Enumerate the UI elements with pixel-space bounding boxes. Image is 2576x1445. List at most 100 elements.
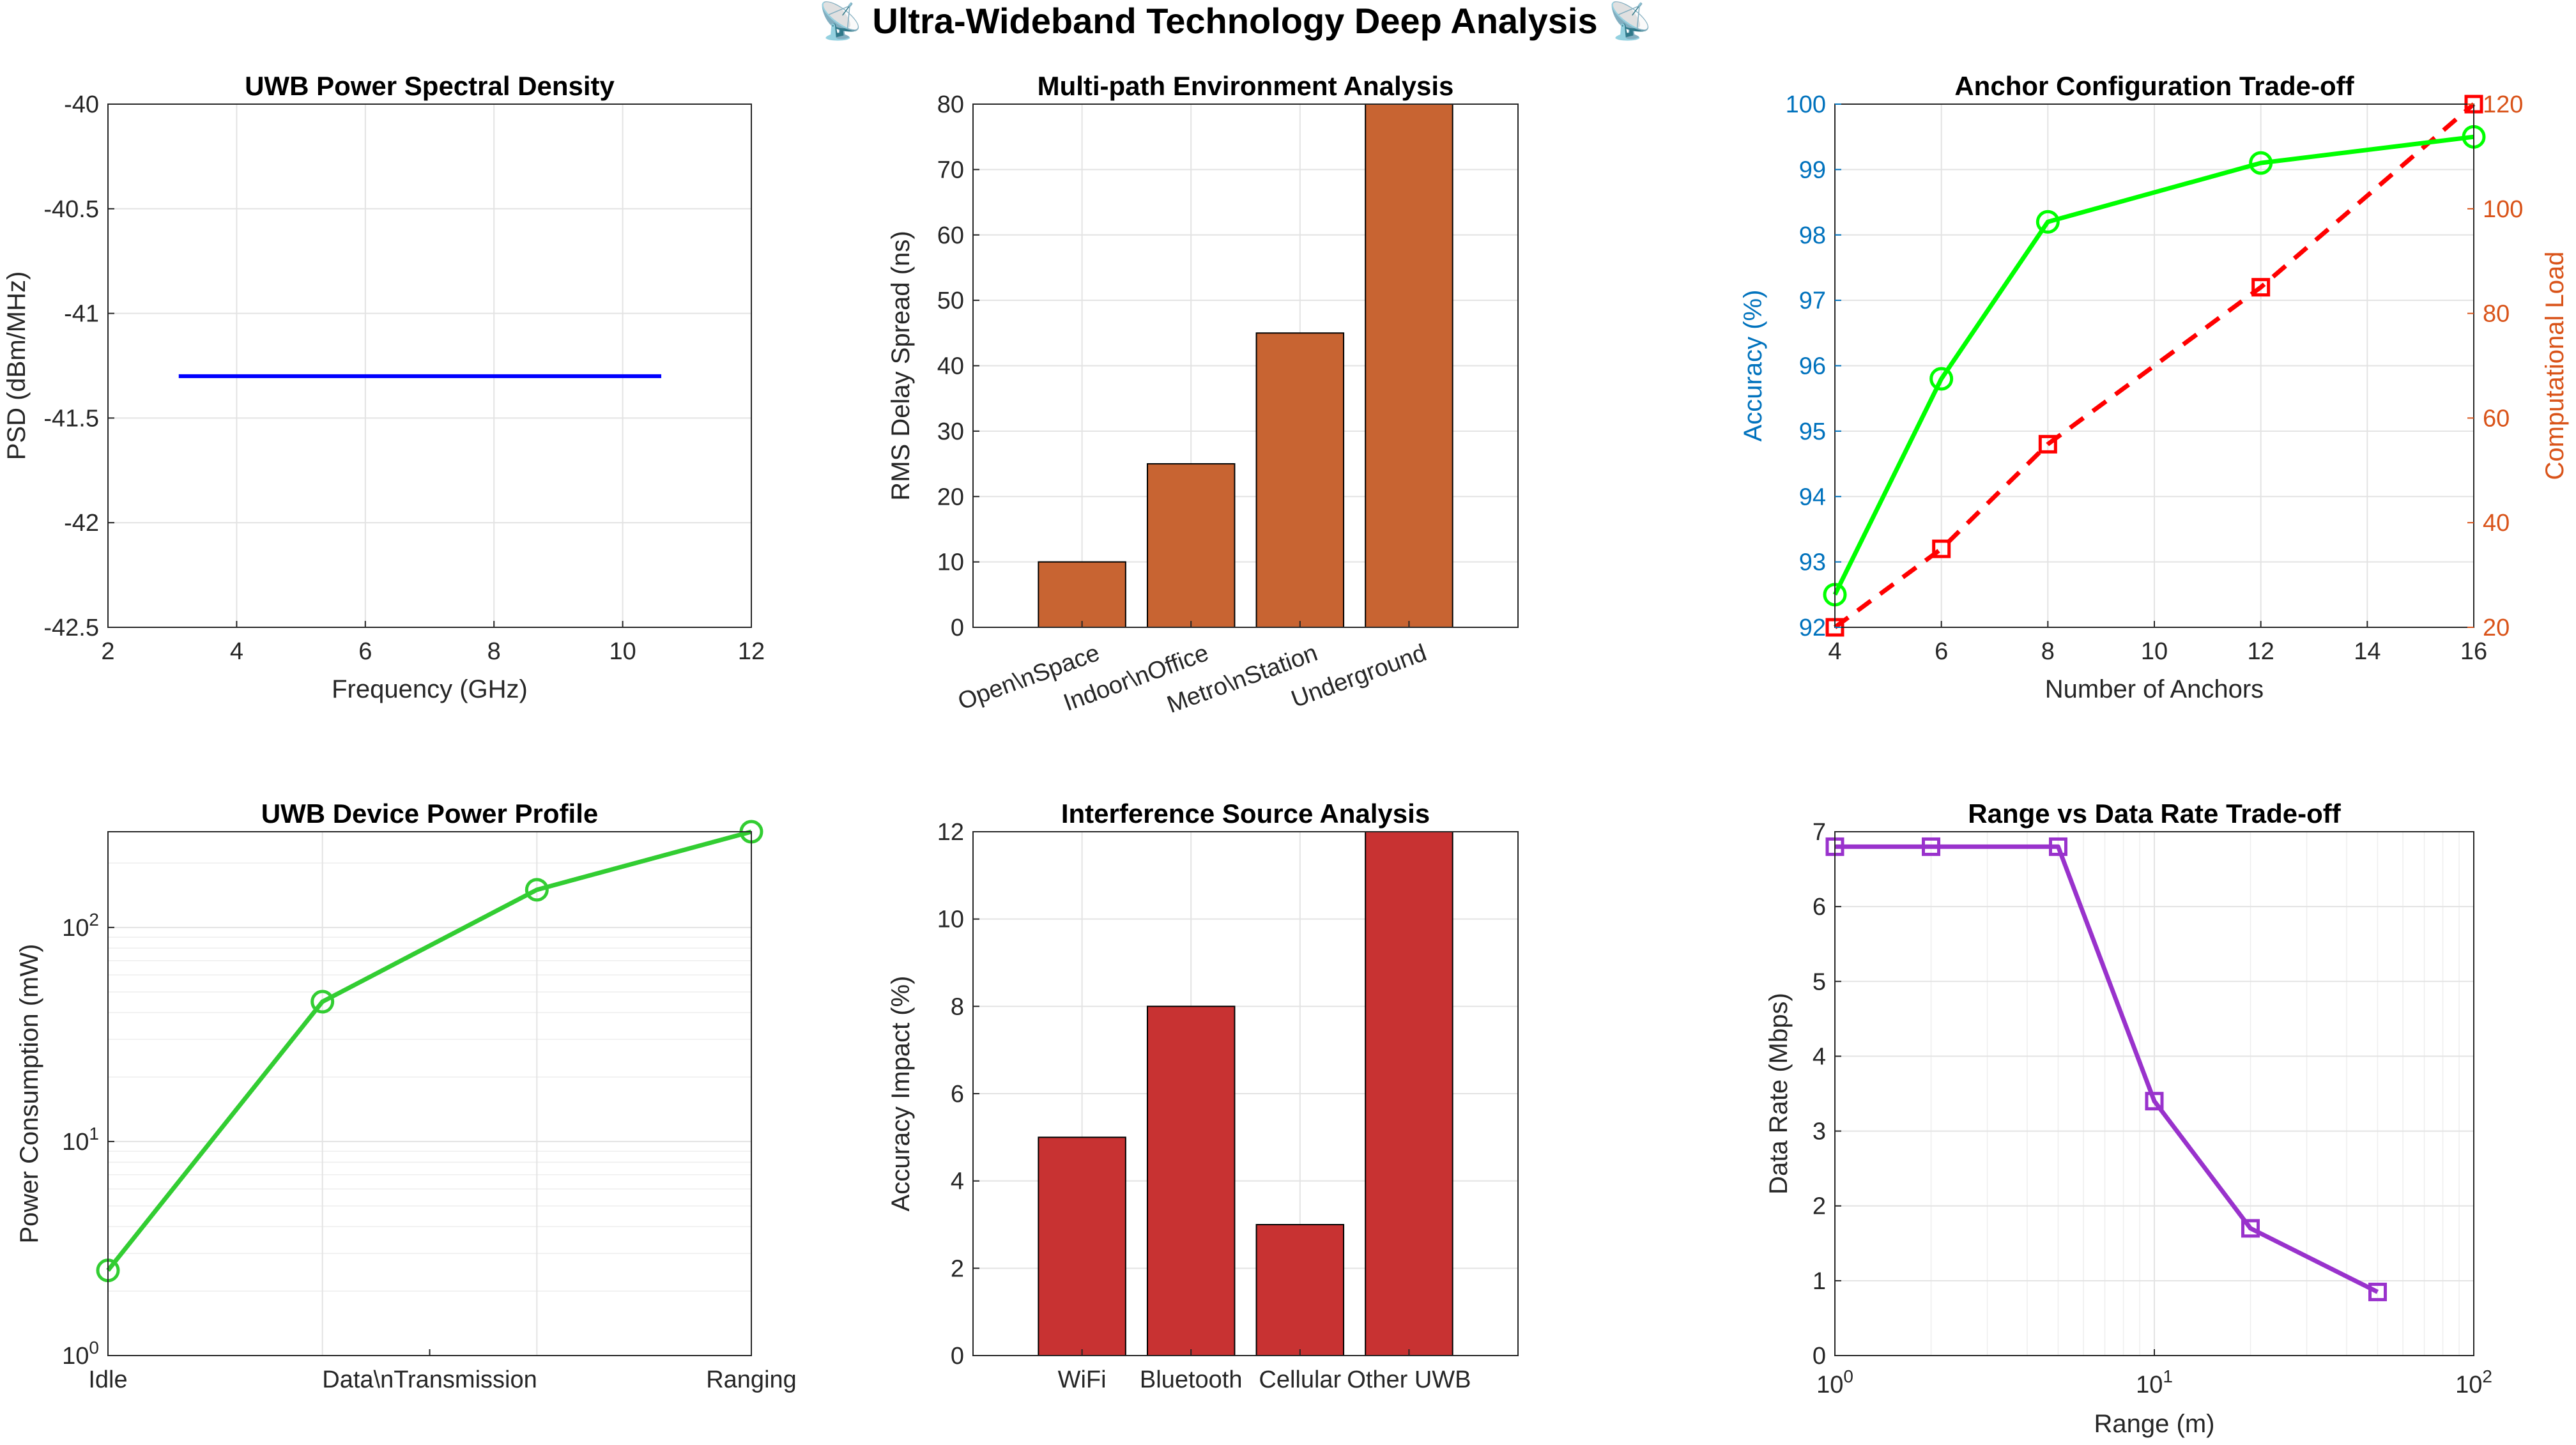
data-point-square <box>2368 1282 2387 1301</box>
y-tick-label: 0 <box>1813 1343 1826 1370</box>
data-point-square <box>2145 1092 2164 1111</box>
chart-title: Multi-path Environment Analysis <box>1038 71 1454 101</box>
power-line <box>106 829 752 1272</box>
data-point-square <box>1932 539 1951 558</box>
y-tick-label: 20 <box>2483 615 2510 641</box>
data-point-square <box>2241 1219 2260 1238</box>
y-tick-label: 100 <box>2483 196 2523 223</box>
chart-title: Anchor Configuration Trade-off <box>1954 71 2354 101</box>
bar <box>1365 831 1453 1356</box>
bar <box>1146 463 1236 628</box>
y-tick-label: 96 <box>1799 353 1826 380</box>
y-tick-label: 10 <box>937 906 964 933</box>
x-tick-label: 12 <box>738 638 765 665</box>
y-tick-label: -42 <box>64 510 99 537</box>
y-tick-label: 6 <box>951 1081 964 1108</box>
y-tick-label: 4 <box>1813 1043 1826 1070</box>
tick-label-power: 101 <box>2136 1366 2173 1398</box>
figure-title: 📡 Ultra-Wideband Technology Deep Analysi… <box>818 0 1652 42</box>
y-tick-label: 2 <box>951 1255 964 1282</box>
x-tick-label: 2 <box>101 638 114 665</box>
chart-multipath: 01020304050607080Open\nSpaceIndoor\nOffi… <box>887 71 1519 719</box>
data-point-square <box>2251 278 2271 297</box>
x-axis-label: Number of Anchors <box>2045 675 2264 703</box>
y-tick-label: 97 <box>1799 287 1826 314</box>
x-tick-label: 14 <box>2354 638 2380 665</box>
data-point-square <box>2038 434 2057 454</box>
tick-label-power: 102 <box>62 910 99 942</box>
y-tick-label: 30 <box>937 418 964 445</box>
chart-interference: 0 2 4 6 8 10 12 WiFi Bluetooth Cellular Other UWB I… <box>887 799 1519 1393</box>
y-tick-label: 70 <box>937 157 964 183</box>
x-tick-label: Ranging <box>706 1366 797 1393</box>
y-tick-label: 80 <box>2483 301 2510 328</box>
y-tick-label: 95 <box>1799 418 1826 445</box>
y-tick-label: 2 <box>1813 1193 1826 1220</box>
data-point-circle <box>1929 367 1954 391</box>
tick-label-power: 102 <box>2455 1366 2492 1398</box>
data-point-circle <box>2035 210 2060 234</box>
computational-load-line <box>1833 102 2476 629</box>
y-axis-label: RMS Delay Spread (ns) <box>887 231 915 500</box>
axes-frame <box>107 831 752 1356</box>
chart-title: Interference Source Analysis <box>1061 799 1430 829</box>
x-tick-label: 10 <box>609 638 636 665</box>
y-tick-label: 0 <box>951 1343 964 1370</box>
y-tick-label: 94 <box>1799 484 1826 510</box>
bar <box>1038 1136 1126 1357</box>
tick-label-power: 101 <box>62 1124 99 1156</box>
y-tick-label: 5 <box>1813 968 1826 995</box>
y-axis-label: Computational Load <box>2541 251 2569 480</box>
y-tick-label: 12 <box>937 819 964 846</box>
x-tick-label: 6 <box>1935 638 1948 665</box>
y-tick-label: 60 <box>937 222 964 249</box>
bar <box>1365 103 1453 628</box>
y-tick-label: 98 <box>1799 222 1826 249</box>
x-tick-label: 8 <box>2041 638 2055 665</box>
chart-title: UWB Power Spectral Density <box>245 71 615 101</box>
x-tick-label: 10 <box>2141 638 2168 665</box>
data-point-circle <box>525 878 549 902</box>
y-axis-label: Accuracy (%) <box>1739 290 1767 442</box>
y-axis-label: Power Consumption (mW) <box>15 944 43 1243</box>
x-tick-label: Cellular <box>1259 1366 1341 1393</box>
bar <box>1255 332 1345 628</box>
y-tick-label: -41 <box>64 301 99 328</box>
y-tick-label: 8 <box>951 993 964 1020</box>
y-tick-label: -40.5 <box>43 196 99 223</box>
y-tick-label: 7 <box>1813 819 1826 846</box>
bar <box>1038 561 1126 628</box>
x-tick-label: 16 <box>2460 638 2487 665</box>
x-tick-label: 8 <box>487 638 501 665</box>
y-tick-label: 4 <box>951 1168 964 1195</box>
x-tick-label: WiFi <box>1058 1366 1107 1393</box>
x-axis-label: Range (m) <box>2094 1410 2215 1438</box>
x-tick-label: Other UWB <box>1347 1366 1471 1393</box>
y-tick-label: 92 <box>1799 615 1826 641</box>
chart-range-rate: 0 1 2 3 4 5 6 7 100 101 102 Range vs Data Rate Trad… <box>1765 799 2492 1438</box>
y-tick-label: 0 <box>951 615 964 641</box>
x-tick-label: 4 <box>1828 638 1841 665</box>
y-axis-label: PSD (dBm/MHz) <box>3 271 31 461</box>
y-tick-label: 10 <box>937 549 964 576</box>
chart-power-profile: 100 101 102 Idle Data\nTransmission Ranging UW… <box>15 799 797 1393</box>
y-tick-label: 40 <box>2483 510 2510 537</box>
accuracy-line <box>1832 134 2474 596</box>
x-tick-label: Bluetooth <box>1140 1366 1243 1393</box>
bar <box>1146 1005 1236 1357</box>
y-tick-label: 50 <box>937 287 964 314</box>
y-tick-label: -40 <box>64 91 99 118</box>
tick-label-power: 100 <box>1816 1366 1853 1398</box>
y-tick-label: -41.5 <box>43 405 99 432</box>
y-tick-label: 80 <box>937 91 964 118</box>
x-tick-label: 6 <box>358 638 372 665</box>
x-tick-label: Idle <box>88 1366 127 1393</box>
chart-anchor: 4 6 8 10 12 14 16 92 93 94 95 96 97 98 99 100 20 40 60 80 10… <box>1739 71 2569 703</box>
x-tick-label: 4 <box>230 638 243 665</box>
x-axis-label: Frequency (GHz) <box>332 675 528 703</box>
y-tick-label: 20 <box>937 484 964 510</box>
bar <box>1255 1224 1345 1356</box>
y-tick-label: 60 <box>2483 405 2510 432</box>
y-axis-label: Data Rate (Mbps) <box>1765 993 1793 1195</box>
